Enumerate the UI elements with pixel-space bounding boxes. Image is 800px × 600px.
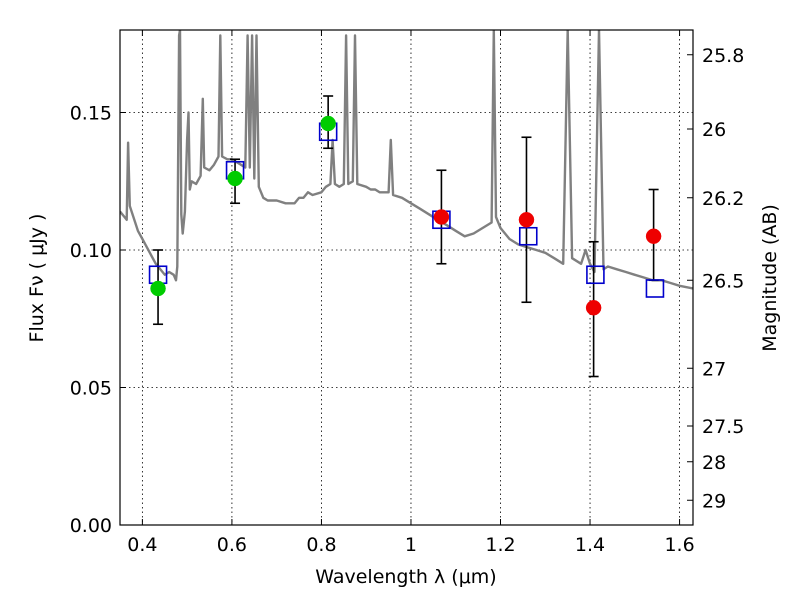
y-axis-label: Flux Fν ( μJy ) <box>26 214 48 343</box>
x-tick-label: 0.8 <box>306 534 336 556</box>
x-tick-label: 1.4 <box>575 534 605 556</box>
observed-point <box>227 170 243 187</box>
y2-tick-label: 26.2 <box>702 188 744 210</box>
y2-tick-label: 26 <box>702 119 726 141</box>
model-square-point <box>586 265 605 285</box>
axes: 0.4 0.6 0.8 1 1.2 1.4 1.6 0.00 0.05 0.10 0.15 25.8 2… <box>70 30 744 556</box>
plot-frame <box>119 29 694 526</box>
y2-tick-label: 29 <box>702 490 726 512</box>
y2-tick-label: 27.5 <box>702 416 744 438</box>
observed-point <box>585 300 602 316</box>
y-tick-label: 0.10 <box>70 240 112 262</box>
y2-axis-label: Magnitude (AB) <box>759 204 781 352</box>
model-square-point <box>645 279 665 298</box>
plot-area <box>120 30 693 378</box>
model-square-point <box>518 226 538 246</box>
y-tick-label: 0.15 <box>70 103 112 125</box>
x-tick-label: 1.6 <box>664 534 694 556</box>
y2-tick-label: 27 <box>702 358 726 380</box>
observed-point <box>320 115 336 132</box>
y2-tick-label: 28 <box>702 452 726 474</box>
y-tick-label: 0.05 <box>70 378 112 400</box>
y-tick-label: 0.00 <box>70 515 112 537</box>
observed-point <box>433 209 450 225</box>
x-tick-label: 0.4 <box>127 534 157 556</box>
model-spectrum-line <box>120 30 693 290</box>
y2-tick-label: 25.8 <box>702 45 744 67</box>
observed-point <box>150 280 166 297</box>
observed-point <box>518 212 535 228</box>
x-axis-label: Wavelength λ (μm) <box>315 566 496 588</box>
x-tick-label: 1 <box>405 534 417 556</box>
x-tick-label: 0.6 <box>217 534 247 556</box>
x-tick-label: 1.2 <box>485 534 515 556</box>
observed-point <box>645 228 662 244</box>
y2-tick-label: 26.5 <box>702 270 744 292</box>
grid-lines <box>120 30 693 525</box>
